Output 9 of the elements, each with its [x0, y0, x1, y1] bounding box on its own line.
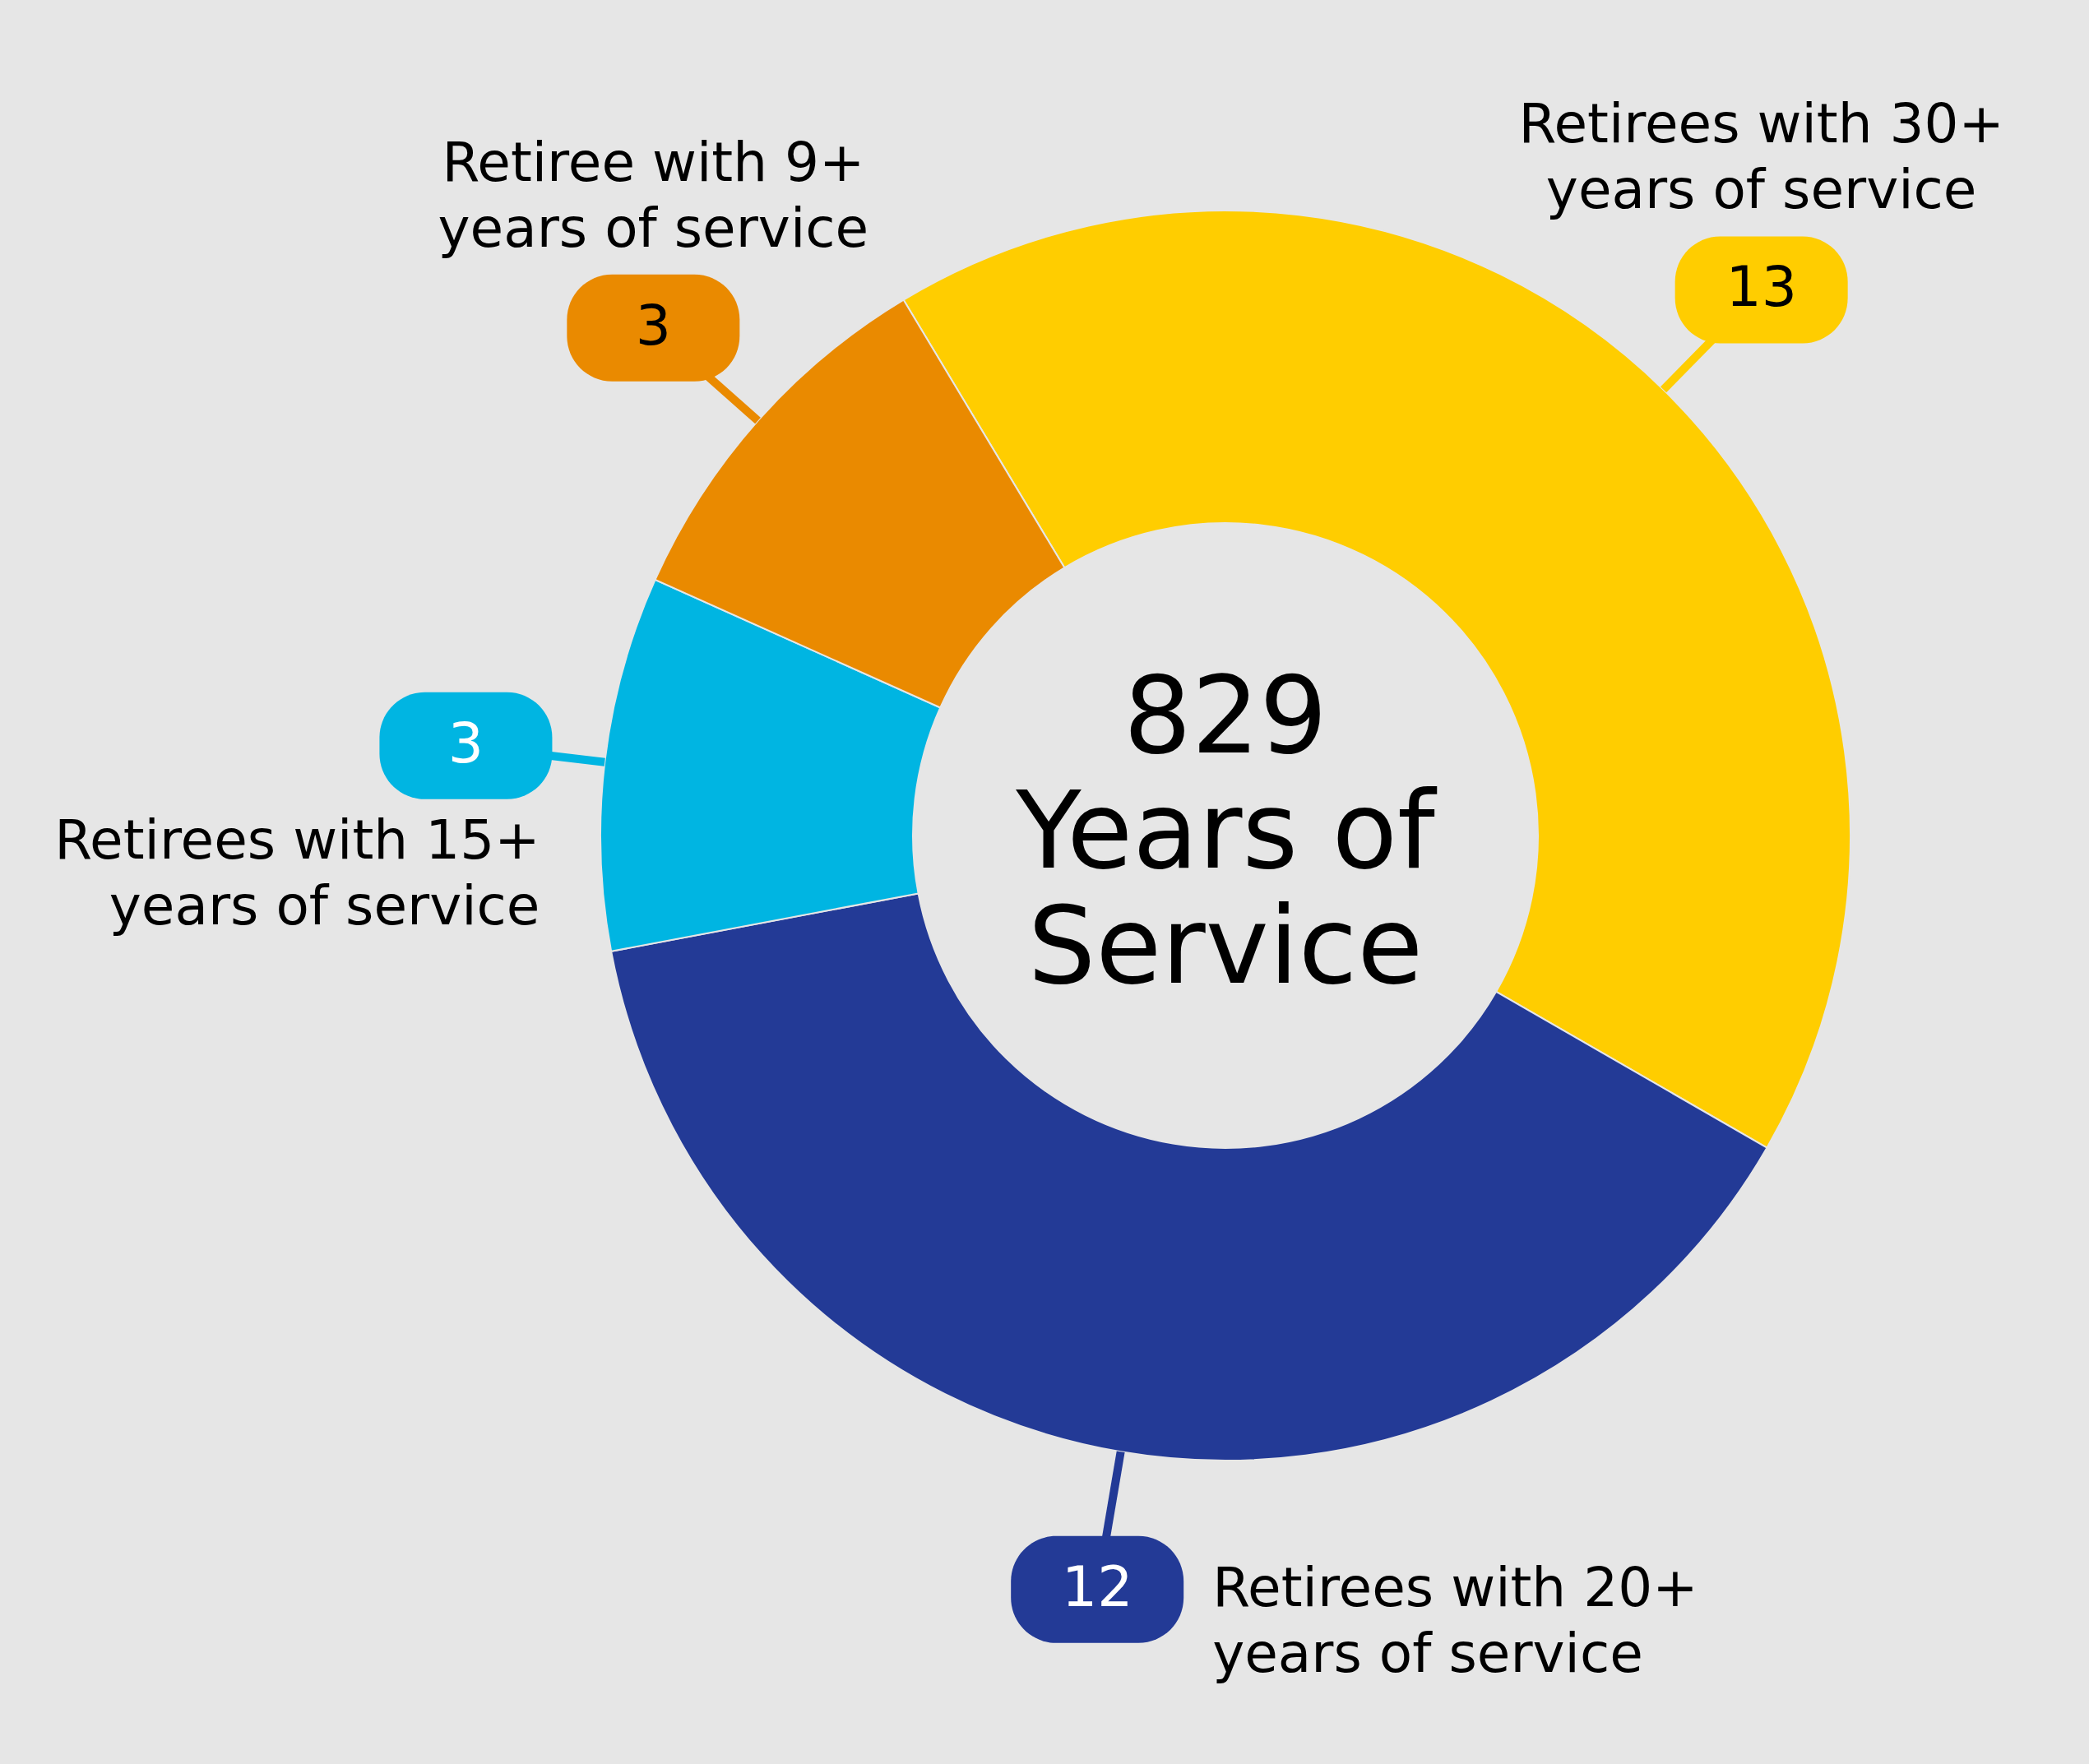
data-label: 3: [447, 710, 484, 776]
data-label: 12: [1061, 1553, 1133, 1619]
slice-label: Retiree with 9+ years of service: [438, 130, 869, 260]
data-label: 3: [635, 292, 671, 358]
slice-label: Retirees with 30+ years of service: [1518, 92, 2004, 222]
text: 829 Years of Service: [1015, 653, 1438, 1008]
data-label: 13: [1725, 254, 1797, 320]
legend-label: Retirees with 20+ years of service: [1212, 1555, 1698, 1685]
slice-label: Retirees with 15+ years of service: [54, 808, 540, 938]
